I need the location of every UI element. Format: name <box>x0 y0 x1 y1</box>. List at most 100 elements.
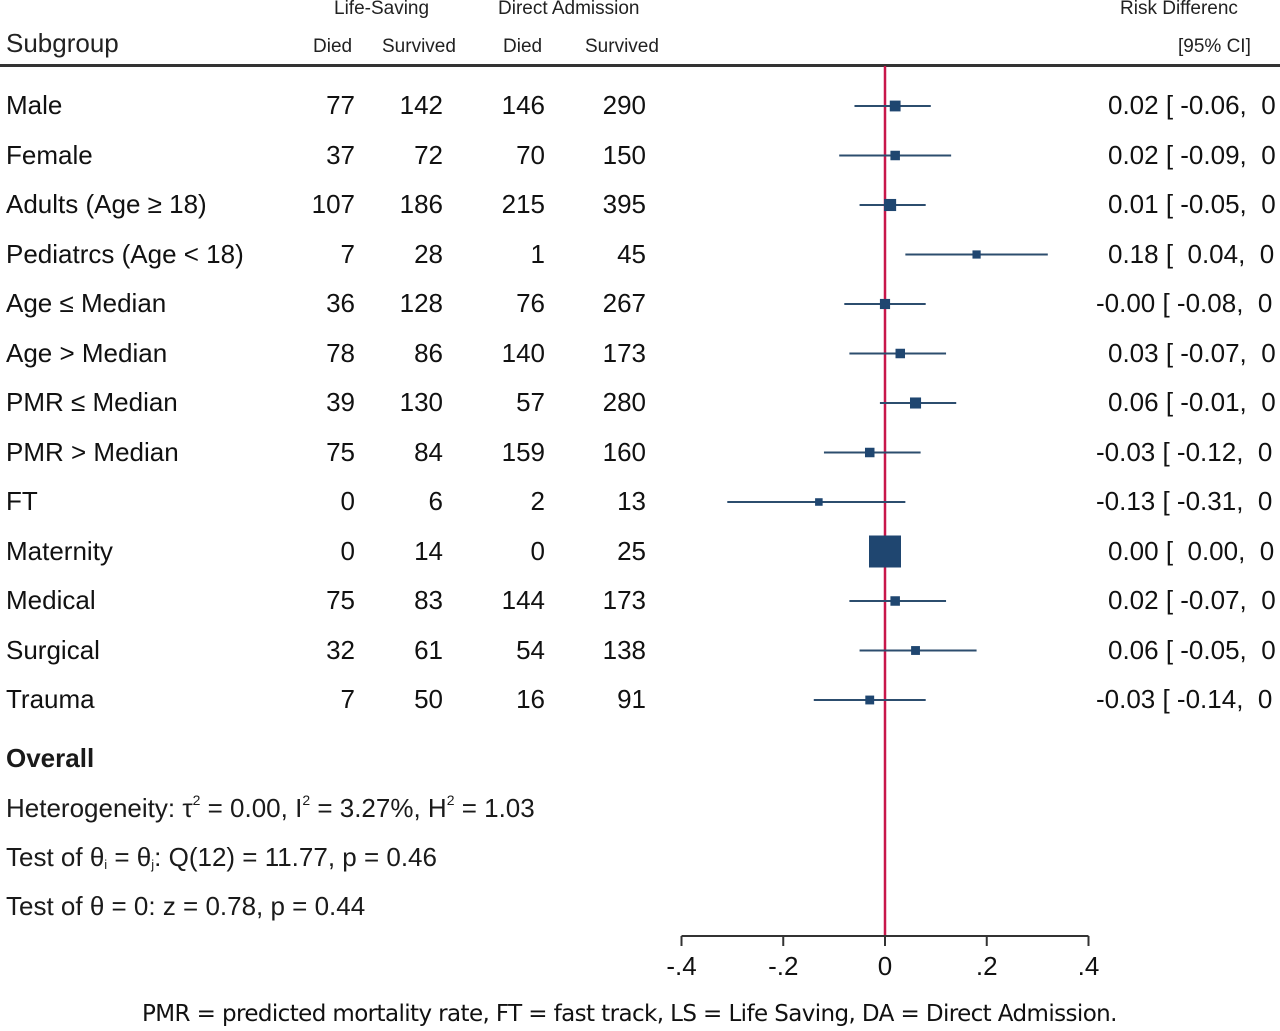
effect-marker <box>909 397 922 409</box>
ls-survived-cell: 128 <box>399 288 443 318</box>
effect-marker <box>884 198 897 212</box>
ls-died-cell: 32 <box>326 634 355 665</box>
effect-ci-text: 0.06 [ -0.01, 0 <box>1108 387 1276 417</box>
subgroup-label: Adults (Age ≥ 18) <box>6 189 207 219</box>
ls-died-cell: 0 <box>340 486 355 516</box>
da-died-cell: 57 <box>516 387 545 417</box>
test-homogeneity: Test of θi = θj: Q(12) = 11.77, p = 0.46 <box>6 842 437 873</box>
subgroup-label: Pediatrcs (Age < 18) <box>6 238 244 269</box>
tau2-value: = 0.00, I <box>200 793 303 823</box>
effect-header: Risk Differenc <box>1120 0 1238 19</box>
ls-died-cell: 36 <box>326 288 355 318</box>
ls-survived-cell: 14 <box>414 535 443 566</box>
da-died-cell: 0 <box>530 535 545 566</box>
ls-survived-cell: 142 <box>399 90 443 120</box>
subgroup-label: Age ≤ Median <box>6 288 167 318</box>
effect-ci-text: 0.02 [ -0.06, 0 <box>1108 90 1276 120</box>
effect-marker <box>864 447 875 458</box>
da-died-cell: 140 <box>501 337 545 368</box>
effect-ci-text: 0.02 [ -0.09, 0 <box>1108 139 1276 170</box>
da-died-cell: 76 <box>516 288 545 318</box>
h2-value: = 1.03 <box>454 793 535 823</box>
da-survived-cell: 45 <box>617 238 646 269</box>
test1-sub-i: i <box>104 857 108 872</box>
ls-died-cell: 75 <box>326 585 355 615</box>
i2-value: = 3.27%, H <box>310 793 447 823</box>
ls-died-cell: 77 <box>326 90 355 120</box>
ls-died-cell: 39 <box>326 387 355 417</box>
ls-died-cell: 0 <box>340 535 355 566</box>
heterogeneity-prefix: Heterogeneity: τ <box>6 793 193 823</box>
test1-prefix: Test of θ <box>6 842 105 872</box>
da-survived-cell: 173 <box>602 337 646 368</box>
ls-survived-cell: 186 <box>399 189 443 219</box>
ls-survived-cell: 28 <box>414 238 443 269</box>
overall-title: Overall <box>6 743 95 773</box>
ls-survived-header: Survived <box>382 36 456 57</box>
effect-ci-text: 0.01 [ -0.05, 0 <box>1108 189 1276 219</box>
effect-marker <box>895 348 906 359</box>
x-tick-label: 0 <box>878 951 892 981</box>
subgroup-label: Maternity <box>6 535 113 566</box>
subgroup-label: FT <box>6 486 38 516</box>
ls-survived-cell: 61 <box>414 634 443 665</box>
ls-survived-cell: 6 <box>428 486 443 516</box>
ls-survived-cell: 50 <box>414 684 443 714</box>
da-survived-header: Survived <box>585 36 659 57</box>
effect-marker <box>911 646 920 655</box>
heterogeneity-stat: Heterogeneity: τ2 = 0.00, I2 = 3.27%, H2… <box>6 792 535 824</box>
effect-marker <box>890 150 900 161</box>
effect-ci-text: 0.03 [ -0.07, 0 <box>1108 337 1276 368</box>
i-sup: 2 <box>302 792 311 808</box>
effect-ci-text: 0.06 [ -0.05, 0 <box>1108 634 1276 665</box>
da-died-cell: 16 <box>516 684 545 714</box>
effect-ci-text: -0.03 [ -0.12, 0 <box>1096 436 1273 467</box>
effect-marker <box>869 535 901 568</box>
effect-marker <box>865 695 875 705</box>
da-died-cell: 215 <box>501 189 545 219</box>
footnote: PMR = predicted mortality rate, FT = fas… <box>142 1001 1117 1027</box>
effect-ci-text: 0.02 [ -0.07, 0 <box>1108 585 1276 615</box>
da-died-cell: 144 <box>501 585 545 615</box>
da-died-cell: 70 <box>516 139 545 170</box>
ls-survived-cell: 84 <box>414 436 443 467</box>
ls-survived-cell: 72 <box>414 139 443 170</box>
effect-ci-text: -0.13 [ -0.31, 0 <box>1096 486 1273 516</box>
test1-sub-j: j <box>151 857 155 872</box>
effect-marker <box>815 498 823 506</box>
da-died-cell: 2 <box>530 486 545 516</box>
da-died-cell: 54 <box>516 634 545 665</box>
da-died-cell: 159 <box>501 436 545 467</box>
x-tick-label: -.2 <box>768 951 798 981</box>
ls-survived-cell: 86 <box>414 337 443 368</box>
da-survived-cell: 150 <box>602 139 646 170</box>
effect-marker <box>879 298 891 310</box>
subgroup-label: Surgical <box>6 634 100 665</box>
subgroup-label: PMR ≤ Median <box>6 387 178 417</box>
da-survived-cell: 13 <box>617 486 646 516</box>
subgroup-label: Trauma <box>6 684 95 714</box>
da-survived-cell: 267 <box>602 288 646 318</box>
effect-marker <box>889 100 901 112</box>
test1-rest: : Q(12) = 11.77, p = 0.46 <box>154 842 437 872</box>
ls-died-cell: 78 <box>326 337 355 368</box>
da-survived-cell: 290 <box>602 90 646 120</box>
da-survived-cell: 25 <box>617 535 646 566</box>
test-overall-effect: Test of θ = 0: z = 0.78, p = 0.44 <box>6 891 366 921</box>
subgroup-label: Medical <box>6 585 96 615</box>
da-survived-cell: 160 <box>602 436 646 467</box>
subgroup-label: Male <box>6 90 63 120</box>
group2-header: Direct Admission <box>498 0 640 19</box>
da-died-header: Died <box>503 36 543 57</box>
ls-died-cell: 37 <box>326 139 355 170</box>
ls-died-cell: 7 <box>340 684 355 714</box>
ls-survived-cell: 130 <box>399 387 443 417</box>
x-tick-label: .2 <box>976 951 998 981</box>
effect-ci-text: -0.00 [ -0.08, 0 <box>1096 288 1273 318</box>
effect-ci-text: -0.03 [ -0.14, 0 <box>1096 684 1273 714</box>
group1-header: Life-Saving <box>334 0 430 19</box>
da-died-cell: 146 <box>501 90 545 120</box>
header-rule <box>0 64 1280 67</box>
x-tick-label: -.4 <box>666 951 696 981</box>
da-survived-cell: 91 <box>617 684 646 714</box>
